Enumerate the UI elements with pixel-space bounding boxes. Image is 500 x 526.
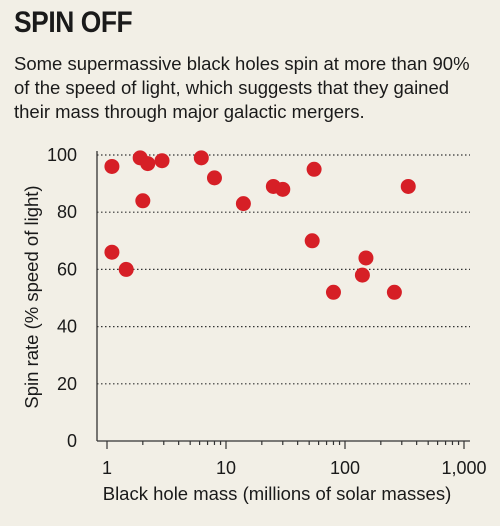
x-tick-labels: 1 10 100 1,000 <box>102 458 487 478</box>
data-point <box>386 284 402 300</box>
data-point <box>235 196 251 212</box>
data-point <box>135 193 151 209</box>
x-axis-label: Black hole mass (millions of solar masse… <box>103 483 452 504</box>
data-point <box>275 181 291 197</box>
chart-subtitle: Some supermassive black holes spin at mo… <box>14 53 470 122</box>
data-points <box>104 150 416 300</box>
x-tick-label-1: 1 <box>102 458 112 478</box>
data-point <box>358 250 374 266</box>
y-tick-label-40: 40 <box>57 317 77 337</box>
y-tick-label-100: 100 <box>47 145 77 165</box>
axes <box>96 151 470 449</box>
x-tick-label-1000: 1,000 <box>441 458 486 478</box>
y-tick-label-20: 20 <box>57 374 77 394</box>
chart-title: SPIN OFF <box>14 6 133 39</box>
data-point <box>306 161 322 177</box>
y-tick-label-60: 60 <box>57 259 77 279</box>
data-point <box>304 233 320 249</box>
data-point <box>104 244 120 260</box>
data-point <box>193 150 209 166</box>
data-point <box>400 178 416 194</box>
x-tick-label-100: 100 <box>330 458 360 478</box>
y-tick-label-80: 80 <box>57 202 77 222</box>
data-point <box>206 170 222 186</box>
y-tick-label-0: 0 <box>67 431 77 451</box>
x-tick-label-10: 10 <box>216 458 236 478</box>
data-point <box>325 284 341 300</box>
data-point <box>118 261 134 277</box>
data-point <box>140 156 156 172</box>
y-axis-label: Spin rate (% speed of light) <box>21 185 42 408</box>
y-tick-labels: 0 20 40 60 80 100 <box>47 145 77 451</box>
data-point <box>154 153 170 169</box>
data-point <box>354 267 370 283</box>
data-point <box>104 158 120 174</box>
